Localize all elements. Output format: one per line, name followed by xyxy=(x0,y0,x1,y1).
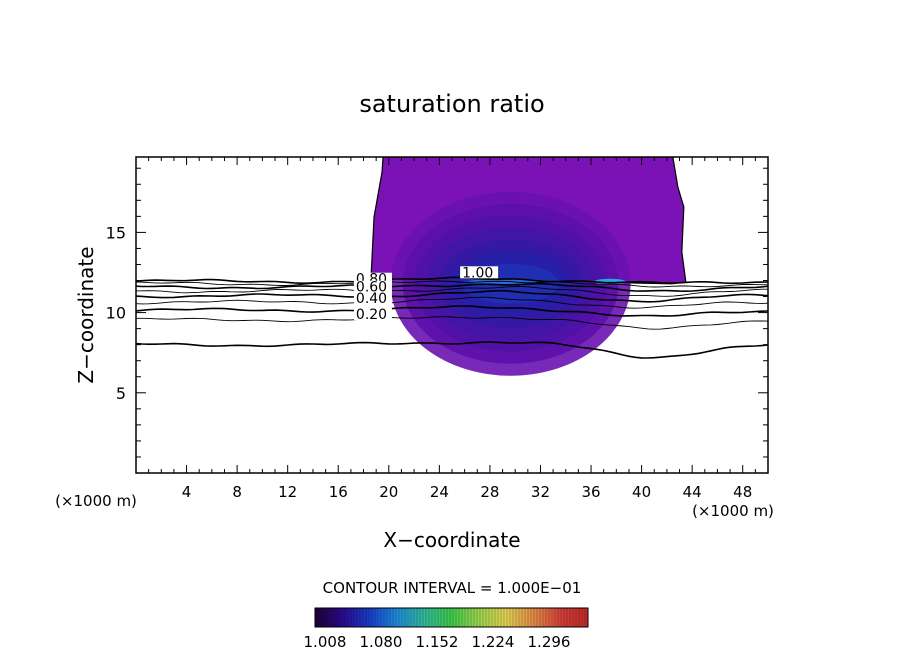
contour-label-bg xyxy=(460,266,499,279)
saturation-field xyxy=(365,157,687,376)
contour-line xyxy=(136,341,768,359)
contour-label: 1.00 xyxy=(462,265,493,281)
contour-line xyxy=(136,296,768,309)
colorbar-labels: 1.008 1.080 1.152 1.224 1.296 xyxy=(304,633,571,651)
contour-line xyxy=(136,280,768,288)
x-unit-left: (×1000 m) xyxy=(55,492,137,510)
x-tick-label: 24 xyxy=(430,483,449,501)
contour-label-bg xyxy=(353,308,392,321)
colorbar-fill xyxy=(315,608,588,627)
x-tick-label: 44 xyxy=(683,483,702,501)
contour-label: 0.40 xyxy=(356,291,387,307)
y-tick-label: 10 xyxy=(106,304,126,323)
x-tick-label: 32 xyxy=(531,483,550,501)
chart-title: saturation ratio xyxy=(359,90,544,118)
contour-line xyxy=(136,282,768,293)
x-tick-label: 4 xyxy=(182,483,192,501)
contour-labels: 1.000.800.600.400.20 xyxy=(353,265,499,323)
contour-lines xyxy=(136,276,768,359)
contour-line xyxy=(136,316,768,330)
contour-line xyxy=(136,286,768,297)
colorbar-label: 1.296 xyxy=(528,633,571,651)
x-tick-label: 48 xyxy=(733,483,752,501)
contour-label-bg xyxy=(353,280,392,293)
contour-line xyxy=(136,276,768,285)
x-tick-label: 40 xyxy=(632,483,651,501)
colorbar xyxy=(314,607,589,628)
y-tick-label: 5 xyxy=(116,384,126,403)
colorbar-label: 1.080 xyxy=(360,633,403,651)
contour-interval-text: CONTOUR INTERVAL = 1.000E−01 xyxy=(323,579,582,597)
colorbar-label: 1.224 xyxy=(472,633,515,651)
x-axis-label: X−coordinate xyxy=(383,528,520,552)
x-tick-label: 28 xyxy=(480,483,499,501)
x-tick-label: 8 xyxy=(232,483,242,501)
x-unit-right: (×1000 m) xyxy=(692,502,774,520)
y-tick-label: 15 xyxy=(106,223,126,242)
contour-line xyxy=(136,305,768,317)
colorbar-label: 1.152 xyxy=(416,633,459,651)
x-tick-label: 12 xyxy=(278,483,297,501)
colorbar-frame xyxy=(314,607,589,628)
contour-label-bg xyxy=(353,291,392,304)
colorbar-label: 1.008 xyxy=(304,633,347,651)
contour-line xyxy=(136,289,768,303)
x-tick-label: 20 xyxy=(379,483,398,501)
contour-label: 0.60 xyxy=(356,280,387,296)
x-tick-label: 36 xyxy=(581,483,600,501)
x-tick-label: 16 xyxy=(329,483,348,501)
colorbar-stripes xyxy=(317,608,586,627)
y-axis-label: Z−coordinate xyxy=(74,246,98,383)
contour-label: 0.20 xyxy=(356,307,387,323)
